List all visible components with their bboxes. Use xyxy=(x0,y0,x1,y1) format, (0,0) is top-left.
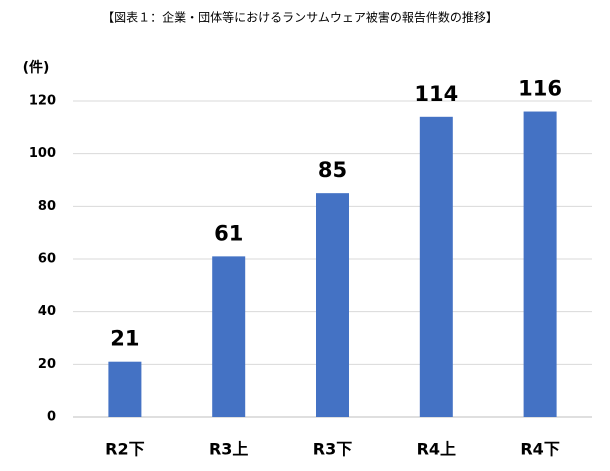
bar xyxy=(316,193,349,417)
y-axis-unit: (件) xyxy=(23,59,50,76)
data-label: 21 xyxy=(110,327,139,351)
bar xyxy=(419,116,453,418)
x-tick-label: R2下 xyxy=(105,440,144,459)
bar xyxy=(212,256,246,417)
data-label: 61 xyxy=(214,221,243,245)
y-tick-label: 60 xyxy=(38,252,56,267)
y-tick-label: 80 xyxy=(38,199,56,214)
y-tick-label: 0 xyxy=(47,410,56,425)
chart-title: 【図表１：企業・団体等におけるランサムウェア被害の報告件数の推移】 xyxy=(102,10,498,25)
y-tick-label: 100 xyxy=(29,146,56,161)
x-tick-label: R3上 xyxy=(209,440,248,459)
data-label: 114 xyxy=(414,82,458,106)
y-tick-label: 120 xyxy=(29,94,56,109)
data-label: 85 xyxy=(318,158,347,182)
x-tick-label: R4下 xyxy=(520,440,559,459)
y-tick-label: 40 xyxy=(38,304,56,319)
bar xyxy=(523,111,557,418)
data-label: 116 xyxy=(518,77,562,101)
x-tick-label: R4上 xyxy=(417,440,456,459)
bar xyxy=(108,361,142,417)
y-tick-label: 20 xyxy=(38,357,56,372)
x-tick-label: R3下 xyxy=(313,440,352,459)
